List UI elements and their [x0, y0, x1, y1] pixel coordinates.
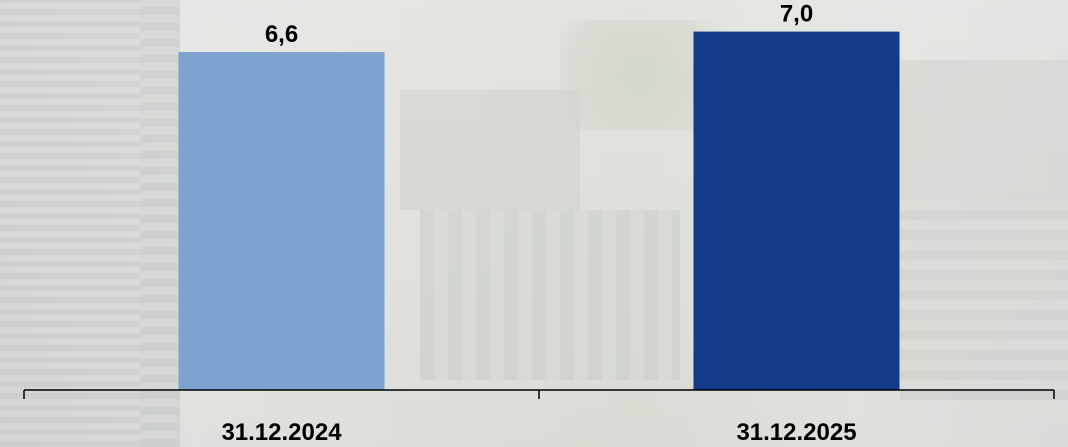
- value-labels: 6,6 7,0: [265, 1, 813, 48]
- x-axis: [23, 389, 1055, 399]
- x-tick-label: 31.12.2025: [736, 419, 856, 446]
- category-labels: 31.12.2024 31.12.2025: [221, 419, 856, 446]
- x-tick-label: 31.12.2024: [221, 419, 342, 446]
- bar-value-label: 6,6: [265, 21, 298, 48]
- background-photo-building: [420, 210, 680, 380]
- background-photo-building: [400, 90, 580, 210]
- bar-value-label: 7,0: [780, 1, 813, 28]
- background-photo-tower: [0, 0, 140, 447]
- background-photo-building: [900, 200, 1068, 400]
- bar-series: [178, 31, 900, 391]
- bar-1: [178, 52, 385, 391]
- background-photo-building: [880, 60, 1068, 200]
- background-photo-trees: [560, 20, 720, 130]
- bar-2: [693, 31, 900, 390]
- background-photo-tower-edge: [140, 0, 180, 447]
